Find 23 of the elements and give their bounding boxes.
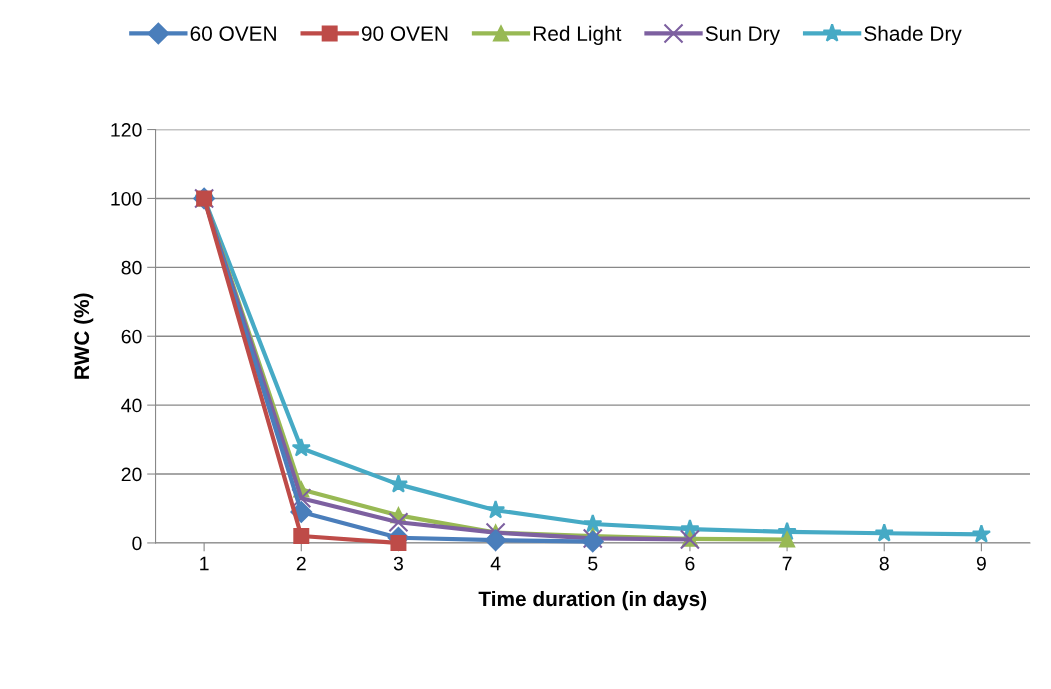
x-tick-label: 8 xyxy=(879,556,889,571)
x-tick-label: 9 xyxy=(976,556,986,571)
x-tick-label: 7 xyxy=(782,556,792,571)
y-tick-label: 80 xyxy=(121,260,142,275)
y-tick-label: 20 xyxy=(121,467,142,482)
legend-label: Sun Dry xyxy=(705,26,780,46)
x-tick-label: 4 xyxy=(490,556,501,571)
y-tick-label: 120 xyxy=(111,123,142,137)
x-tick-label: 2 xyxy=(296,556,306,571)
x-tick-label: 3 xyxy=(393,556,403,571)
y-tick-label: 100 xyxy=(111,191,142,206)
x-tick-label: 6 xyxy=(685,556,695,571)
x-tick-label: 1 xyxy=(200,556,209,571)
x-axis-title: Time duration (in days) xyxy=(478,590,707,611)
legend-label: Red Light xyxy=(533,25,622,46)
x-tick-label: 5 xyxy=(588,556,598,571)
legend-label: 60 OVEN xyxy=(190,26,276,41)
y-axis-title: RWC (%) xyxy=(73,293,94,379)
y-tick-label: 60 xyxy=(121,329,142,344)
legend-label: Shade Dry xyxy=(864,25,962,46)
y-tick-label: 0 xyxy=(132,536,142,551)
legend-label: 90 OVEN xyxy=(361,26,448,41)
y-tick-label: 40 xyxy=(121,398,142,413)
